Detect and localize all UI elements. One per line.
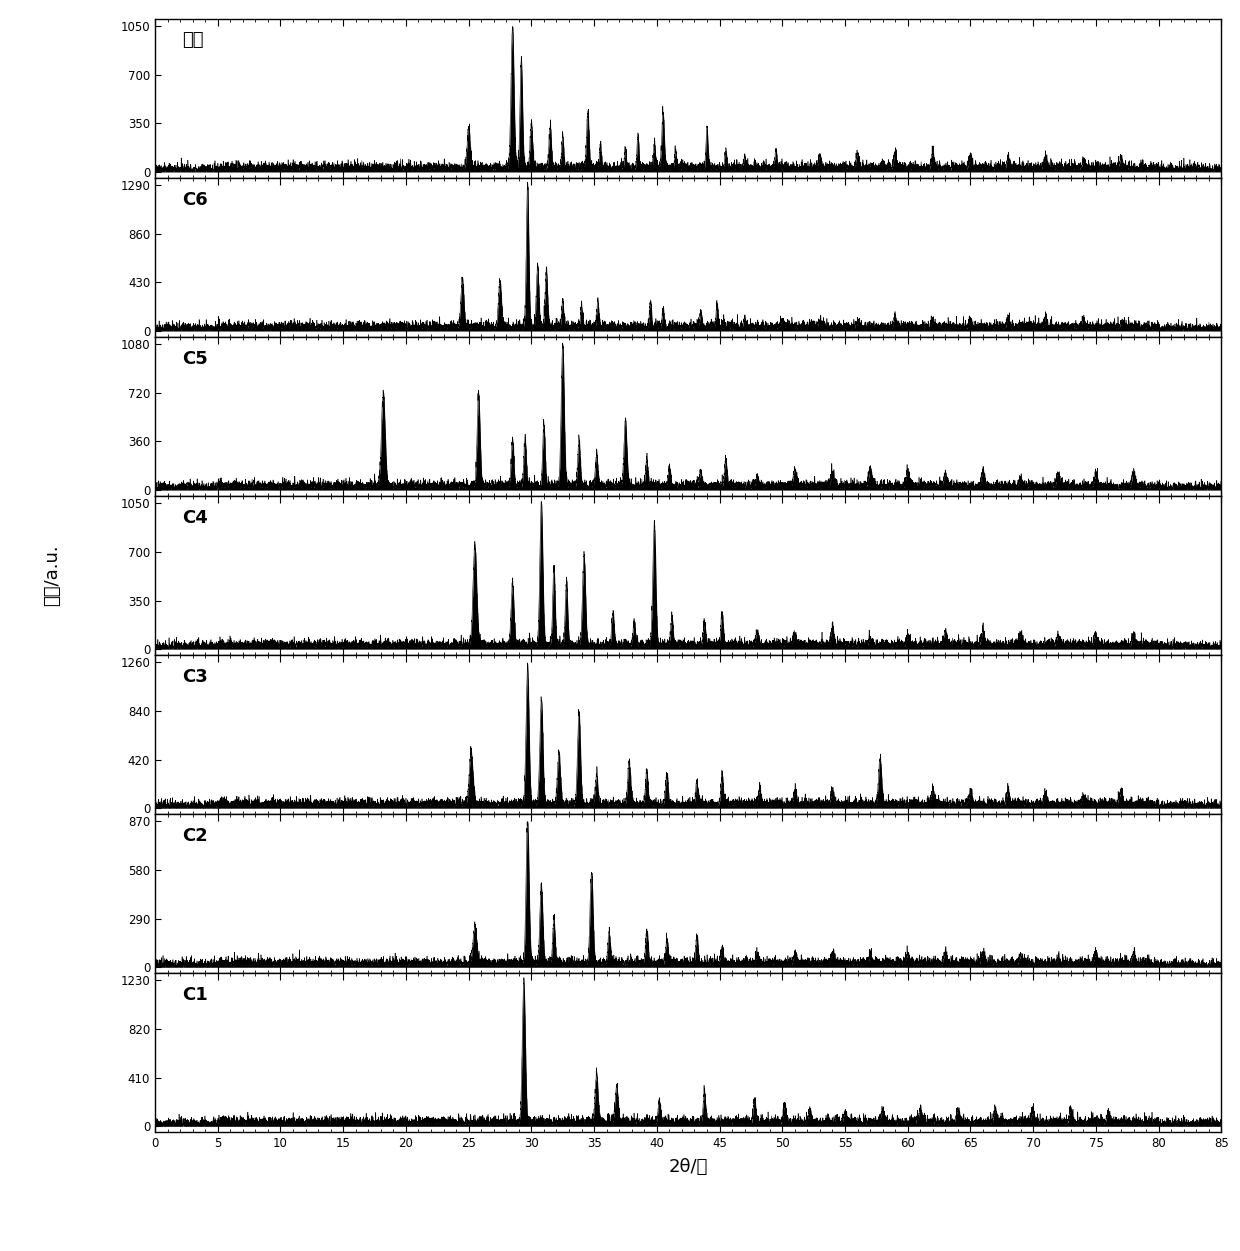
Text: 强度/a.u.: 强度/a.u. <box>43 544 61 607</box>
Text: 空白: 空白 <box>181 31 203 50</box>
X-axis label: 2θ/度: 2θ/度 <box>668 1158 708 1176</box>
Text: C6: C6 <box>181 190 207 209</box>
Text: C3: C3 <box>181 668 207 686</box>
Text: C2: C2 <box>181 827 207 844</box>
Text: C5: C5 <box>181 349 207 368</box>
Text: C4: C4 <box>181 509 207 527</box>
Text: C1: C1 <box>181 986 207 1003</box>
